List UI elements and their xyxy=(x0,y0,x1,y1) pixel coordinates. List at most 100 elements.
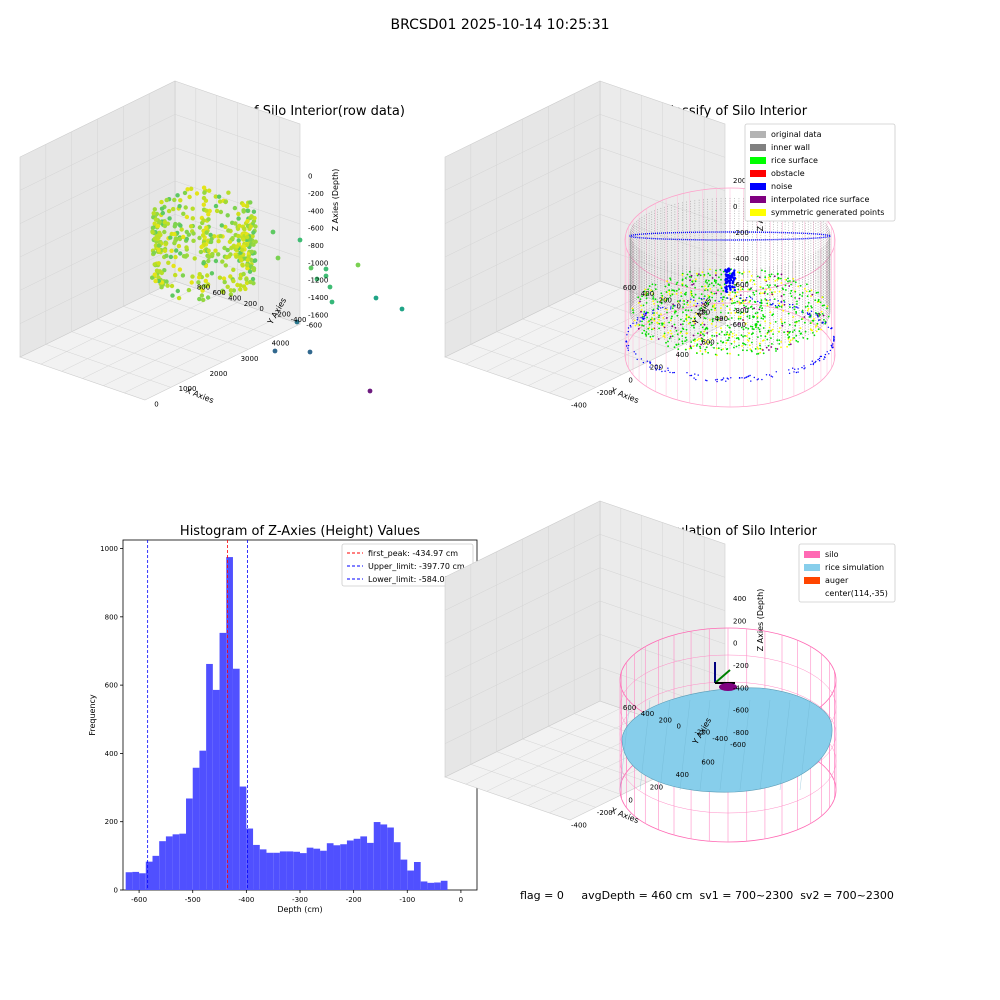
rice-point xyxy=(666,308,668,311)
raw-point xyxy=(218,209,224,215)
rice-point xyxy=(645,335,648,337)
rice-point xyxy=(706,289,709,291)
rice-point xyxy=(667,345,669,348)
rice-point xyxy=(681,340,684,343)
histogram-bar xyxy=(413,862,421,890)
rice-point xyxy=(730,312,733,314)
histogram-bar xyxy=(159,841,166,890)
raw-point xyxy=(189,186,194,191)
raw-point xyxy=(253,224,258,229)
rice-point xyxy=(643,311,646,313)
rice-point xyxy=(695,345,698,347)
rice-point xyxy=(671,307,674,310)
rice-point xyxy=(650,289,652,292)
rice-point xyxy=(720,286,723,288)
noise-point xyxy=(689,374,691,377)
rice-mesh-line xyxy=(699,699,711,791)
rice-point xyxy=(816,324,818,327)
simulation-legend-label: rice simulation xyxy=(825,563,884,572)
noise-point xyxy=(661,370,663,373)
rice-point xyxy=(699,274,702,277)
raw-point xyxy=(216,194,222,199)
rice-point xyxy=(699,334,702,336)
rice-point xyxy=(666,280,668,283)
rice-point xyxy=(826,307,828,310)
rice-point xyxy=(644,314,647,316)
rice-point xyxy=(661,294,664,297)
rice-point xyxy=(820,310,823,313)
raw-point xyxy=(150,230,155,235)
raw-point xyxy=(171,206,176,212)
rice-point xyxy=(730,317,733,319)
rice-point xyxy=(707,272,710,275)
noise-point xyxy=(756,379,758,381)
rice-point xyxy=(673,323,676,326)
grid-line xyxy=(19,147,301,224)
rice-point xyxy=(782,309,785,312)
y-tick-label: 0 xyxy=(677,303,681,311)
rice-point xyxy=(766,304,769,307)
x-axis-label: X Axies xyxy=(609,806,640,825)
noise-point xyxy=(780,301,782,303)
histogram-bar xyxy=(165,836,173,890)
rice-point xyxy=(776,278,779,281)
histogram-bar xyxy=(393,842,401,890)
rice-point xyxy=(735,334,738,336)
raw-point xyxy=(205,273,210,278)
z-tick-label: -200 xyxy=(308,190,324,198)
rice-point xyxy=(704,289,706,292)
rice-point xyxy=(736,271,739,274)
rice-point xyxy=(741,345,743,347)
rice-point xyxy=(637,296,640,299)
noise-point xyxy=(792,303,794,306)
rice-point xyxy=(703,323,706,326)
raw-point xyxy=(153,278,158,284)
noise-point xyxy=(637,317,639,319)
rice-point xyxy=(788,341,791,344)
histogram-bar xyxy=(300,853,307,890)
rice-point xyxy=(713,347,715,349)
rice-point xyxy=(690,291,692,294)
rice-point xyxy=(681,342,684,345)
noise-point xyxy=(797,371,799,373)
rice-point xyxy=(731,335,734,338)
noise-cluster-point xyxy=(731,285,734,289)
x-tick-label: 600 xyxy=(701,758,714,766)
rice-point xyxy=(727,312,730,314)
raw-point xyxy=(245,208,250,213)
grid-line xyxy=(19,214,301,291)
rice-point xyxy=(715,274,717,277)
x-tick-label: -100 xyxy=(399,896,415,904)
noise-point xyxy=(765,374,768,376)
rice-point xyxy=(796,303,798,305)
rice-point xyxy=(801,292,804,294)
rice-point xyxy=(798,320,800,322)
rice-point xyxy=(762,352,765,355)
rice-point xyxy=(789,292,792,295)
raw-point xyxy=(158,232,163,238)
rice-point xyxy=(748,337,751,340)
rice-point xyxy=(637,327,640,330)
raw-point xyxy=(249,249,254,254)
rice-point xyxy=(692,283,695,285)
histogram-bar xyxy=(192,767,200,890)
rice-point xyxy=(672,303,674,306)
rice-point xyxy=(665,341,667,344)
rice-point xyxy=(810,295,812,297)
rice-point xyxy=(707,341,709,343)
simulation-legend-label: center(114,-35) xyxy=(825,589,888,598)
rice-point xyxy=(740,311,743,313)
raw-point xyxy=(177,267,183,272)
rice-point xyxy=(769,275,772,278)
rice-point xyxy=(750,275,753,277)
rice-point xyxy=(750,279,752,281)
raw-point xyxy=(150,225,156,231)
flag-text: flag = 0 xyxy=(520,889,564,902)
noise-point xyxy=(655,364,657,367)
rice-point xyxy=(764,316,766,318)
rice-point xyxy=(752,328,755,331)
rice-point xyxy=(778,290,781,293)
raw-point xyxy=(245,219,250,224)
rice-mesh-line xyxy=(779,699,791,791)
raw-point xyxy=(243,286,248,292)
